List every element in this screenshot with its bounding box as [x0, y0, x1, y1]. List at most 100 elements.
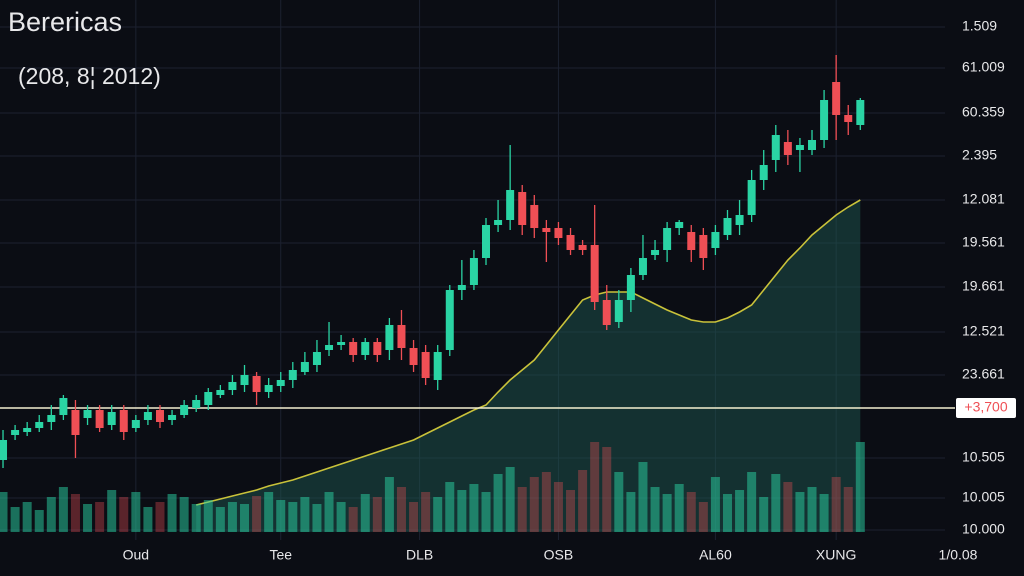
volume-bar — [481, 492, 491, 532]
volume-bar — [312, 504, 322, 532]
candle-body — [325, 345, 334, 350]
x-tick-label: Oud — [123, 547, 149, 563]
candle-body — [337, 342, 346, 345]
candle-body — [276, 380, 285, 386]
candle-body — [856, 100, 865, 125]
candle-body — [264, 385, 273, 392]
volume-bar — [409, 502, 419, 532]
volume-bar — [855, 442, 865, 532]
candle-body — [723, 218, 732, 235]
candle-body — [349, 342, 358, 355]
y-tick-label: 61.009 — [962, 59, 1005, 75]
volume-bar — [276, 500, 286, 532]
volume-bar — [240, 504, 250, 532]
volume-bar — [831, 477, 841, 532]
volume-bar — [747, 472, 757, 532]
volume-bar — [650, 487, 660, 532]
candle-body — [469, 258, 478, 285]
volume-bar — [167, 494, 177, 532]
volume-bar — [22, 502, 32, 532]
candle-body — [35, 422, 44, 428]
candle-body — [252, 376, 261, 392]
candle-body — [542, 228, 551, 232]
candle-body — [711, 232, 720, 248]
volume-bar — [686, 492, 696, 532]
candle-body — [228, 382, 237, 390]
volume-bar — [264, 492, 274, 532]
volume-bar — [795, 492, 805, 532]
candle-body — [747, 180, 756, 215]
candle-body — [361, 342, 370, 355]
volume-bar — [590, 442, 600, 532]
volume-bar — [119, 497, 129, 532]
candle-body — [0, 440, 8, 460]
candle-body — [47, 415, 56, 422]
volume-bar — [155, 502, 165, 532]
candle-body — [421, 352, 430, 378]
candle-body — [687, 232, 696, 250]
volume-bar — [288, 502, 298, 532]
candle-body — [494, 220, 503, 225]
candle-body — [312, 352, 321, 365]
chart-subtitle: (208, 8¦ 2012) — [18, 63, 161, 89]
volume-bar — [674, 484, 684, 532]
candle-body — [373, 342, 382, 355]
candle-body — [808, 140, 817, 150]
candle-body — [131, 420, 140, 428]
volume-bar — [252, 496, 262, 532]
y-tick-label: 12.521 — [962, 323, 1005, 339]
volume-bar — [783, 482, 793, 532]
candle-body — [216, 390, 225, 395]
candle-body — [385, 325, 394, 350]
candle-body — [663, 228, 672, 250]
volume-bar — [445, 482, 455, 532]
y-tick-label: 23.661 — [962, 366, 1005, 382]
volume-bar — [421, 492, 431, 532]
volume-bar — [638, 462, 648, 532]
candle-body — [83, 410, 92, 418]
volume-bar — [95, 502, 105, 532]
candle-body — [180, 405, 189, 415]
candle-body — [675, 222, 684, 228]
volume-bar — [396, 487, 406, 532]
candle-body — [445, 290, 454, 350]
x-tick-label: Tee — [269, 547, 292, 563]
y-tick-label: 12.081 — [962, 191, 1005, 207]
candle-body — [155, 410, 164, 422]
x-tick-label: AL60 — [699, 547, 732, 563]
volume-bar — [348, 507, 358, 532]
price-label-box — [956, 398, 1016, 418]
volume-bar — [107, 490, 117, 532]
volume-bar — [602, 447, 612, 532]
volume-bar — [143, 507, 153, 532]
candle-body — [614, 300, 623, 322]
chart-title: Berericas — [8, 7, 122, 37]
volume-bar — [179, 497, 189, 532]
y-tick-label: 60.359 — [962, 104, 1005, 120]
candle-body — [300, 362, 309, 372]
y-tick-label: 10.005 — [962, 489, 1005, 505]
plot: 1.509 61.009 60.359 2.395 12.081 19.561 19.661… — [0, 0, 1005, 563]
volume-bar — [10, 507, 20, 532]
volume-bar — [300, 497, 310, 532]
candle-body — [59, 398, 68, 415]
candle-body — [832, 82, 841, 115]
volume-bar — [360, 494, 370, 532]
candle-body — [95, 410, 104, 428]
volume-bar — [433, 497, 443, 532]
volume-bar — [807, 487, 817, 532]
volume-bar — [698, 502, 708, 532]
candle-body — [771, 135, 780, 160]
candle-body — [433, 352, 442, 380]
y-tick-label: 10.000 — [962, 521, 1005, 537]
ma-line — [196, 199, 861, 506]
candle-body — [481, 225, 490, 258]
candle-body — [590, 245, 599, 302]
candle-body — [795, 145, 804, 150]
volume-bar — [469, 484, 479, 532]
candle-body — [530, 205, 539, 228]
candle-body — [168, 415, 177, 420]
candle-body — [240, 375, 249, 385]
